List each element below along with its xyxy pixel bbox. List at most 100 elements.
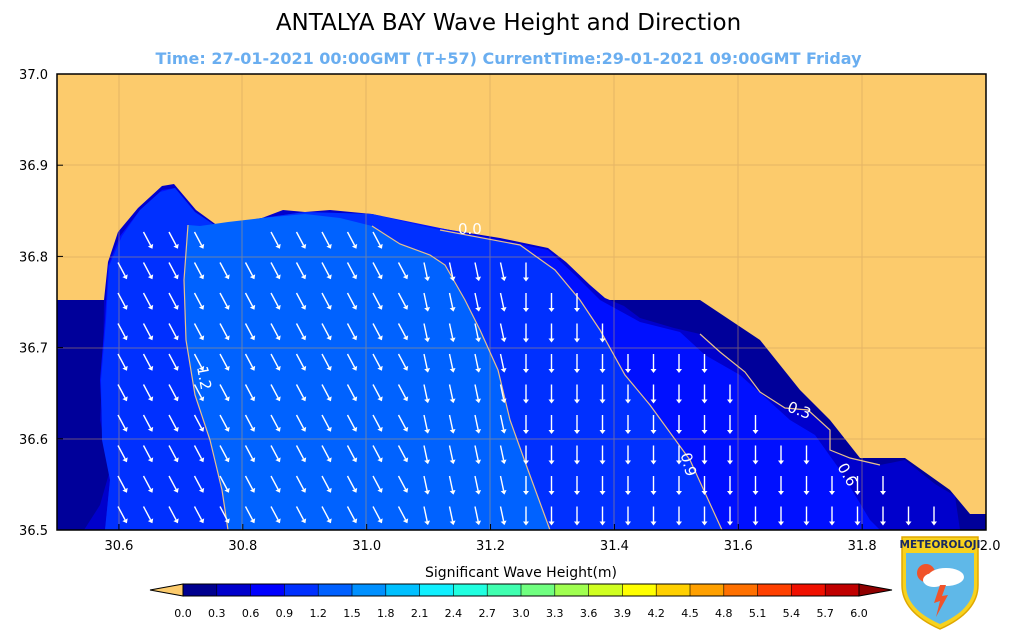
y-tick-label: 36.7 — [19, 342, 48, 357]
wave-arrow — [448, 262, 456, 282]
wave-arrow — [270, 475, 281, 493]
wave-arrow — [117, 445, 128, 463]
wave-arrow — [168, 506, 179, 524]
wave-arrow — [117, 384, 128, 402]
wave-arrow — [625, 415, 631, 434]
wave-arrow — [219, 475, 230, 493]
wave-arrow — [701, 354, 708, 373]
wave-arrow — [701, 415, 708, 434]
wave-arrow — [599, 354, 606, 373]
wave-arrow — [168, 231, 179, 249]
logo-text: METEOROLOJI — [900, 539, 981, 551]
wave-arrow — [295, 475, 307, 493]
wave-arrow — [244, 262, 256, 280]
wave-arrow — [168, 353, 179, 371]
wave-arrow — [803, 476, 810, 495]
wave-arrow — [599, 415, 606, 434]
x-tick-label: 30.8 — [228, 539, 257, 554]
wave-arrow — [295, 414, 307, 432]
wave-arrow — [574, 323, 580, 343]
wave-arrow — [321, 353, 332, 371]
wave-arrow — [397, 414, 409, 432]
wave-arrow — [193, 353, 205, 371]
wave-arrow — [574, 354, 580, 373]
wave-arrow — [219, 445, 230, 463]
wave-arrow — [295, 231, 307, 249]
wave-arrow — [193, 506, 205, 524]
colorbar-cell — [250, 584, 285, 596]
wave-arrow — [778, 506, 784, 526]
wave-arrow — [295, 292, 307, 310]
wave-arrow — [142, 323, 154, 341]
wave-arrow — [548, 506, 555, 526]
wave-arrow — [701, 445, 708, 465]
wave-arrow — [321, 475, 332, 493]
colorbar-tick-label: 3.3 — [546, 607, 564, 620]
wave-arrow — [372, 353, 383, 371]
colorbar-tick-label: 0.0 — [174, 607, 192, 620]
wave-arrow — [448, 384, 456, 404]
colorbar-over-extension — [858, 583, 893, 597]
wave-arrow — [295, 445, 307, 463]
wave-arrow — [650, 415, 657, 434]
wave-arrow — [244, 475, 256, 493]
map-subtitle: Time: 27-01-2021 00:00GMT (T+57) Current… — [155, 49, 862, 68]
wave-arrow — [523, 354, 529, 373]
x-tick-label: 31.0 — [352, 539, 381, 554]
wave-arrow — [423, 506, 431, 526]
wave-arrow — [295, 384, 307, 402]
wave-arrow — [295, 262, 307, 280]
wave-arrow — [499, 445, 507, 465]
wave-arrow — [676, 506, 682, 526]
sea-band-1.2-1.5 — [184, 214, 550, 530]
wave-arrow — [423, 414, 431, 434]
wave-arrow — [523, 384, 529, 404]
colorbar-tick-label: 2.7 — [478, 607, 496, 620]
wave-arrow — [168, 384, 179, 402]
wave-arrow — [523, 476, 529, 495]
wave-arrow — [829, 506, 835, 526]
colorbar-tick-label: 5.7 — [816, 607, 834, 620]
x-tick-label: 32.0 — [972, 539, 1001, 554]
wave-arrow — [142, 262, 154, 280]
wave-arrow — [499, 384, 507, 404]
wave-arrow — [168, 292, 179, 310]
wave-arrow — [499, 353, 507, 373]
wave-arrow — [574, 415, 580, 434]
colorbar-cell — [622, 584, 657, 596]
colorbar-cell — [723, 584, 758, 596]
wave-arrow — [372, 445, 383, 463]
y-axis-ticks: 37.0 36.9 36.8 36.7 36.6 36.5 — [19, 68, 63, 539]
wave-arrow — [599, 384, 606, 404]
wave-arrow — [295, 353, 307, 371]
wave-arrow — [650, 354, 657, 373]
wave-arrow — [244, 292, 256, 310]
wave-arrow — [676, 384, 682, 404]
x-tick-label: 31.8 — [848, 539, 877, 554]
colorbar-tick-label: 1.8 — [377, 607, 395, 620]
wave-arrow — [142, 231, 154, 249]
colorbar-cell — [825, 584, 859, 596]
wave-arrow — [523, 506, 529, 526]
wave-arrow — [270, 262, 281, 280]
contour-label: 0.0 — [458, 220, 482, 238]
wave-arrow — [676, 476, 682, 495]
wave-arrow — [499, 506, 507, 526]
colorbar-tick-label: 2.1 — [411, 607, 429, 620]
wave-arrow — [423, 353, 431, 373]
wave-arrow — [423, 262, 431, 282]
colorbar-cell — [656, 584, 690, 596]
wave-arrow — [117, 414, 128, 432]
wave-arrow — [448, 353, 456, 373]
wave-arrow — [727, 476, 733, 495]
wave-arrow — [244, 506, 256, 524]
wave-arrow — [423, 384, 431, 404]
colorbar-cell — [791, 584, 826, 596]
wave-arrow — [244, 384, 256, 402]
wave-arrow — [321, 323, 332, 341]
wave-arrow — [574, 476, 580, 495]
wave-arrow — [548, 384, 555, 404]
wave-arrow — [219, 323, 230, 341]
wave-arrow — [397, 506, 409, 524]
